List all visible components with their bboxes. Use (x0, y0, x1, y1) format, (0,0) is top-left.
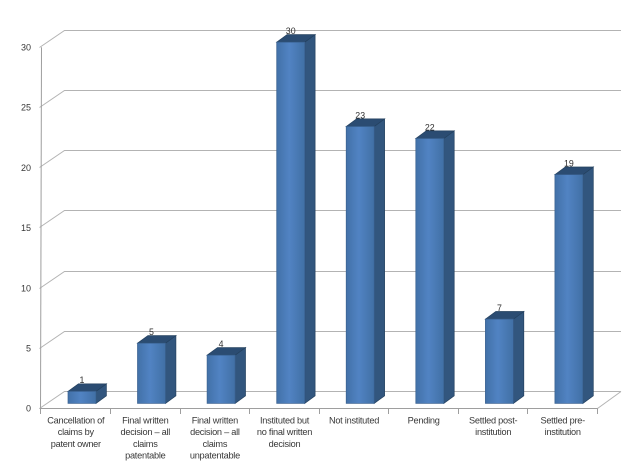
svg-text:Not instituted: Not instituted (329, 416, 379, 426)
svg-text:institution: institution (545, 427, 581, 437)
svg-text:patentable: patentable (125, 451, 166, 461)
svg-text:unpatentable: unpatentable (190, 451, 240, 461)
svg-text:Settled post-: Settled post- (469, 416, 518, 426)
svg-text:institution: institution (475, 427, 511, 437)
svg-text:Cancellation of: Cancellation of (47, 416, 105, 426)
svg-text:patent owner: patent owner (51, 439, 101, 449)
svg-text:Settled pre-: Settled pre- (540, 416, 585, 426)
svg-text:19: 19 (564, 158, 574, 168)
svg-text:decision – all: decision – all (190, 427, 240, 437)
svg-text:23: 23 (355, 110, 365, 120)
svg-text:0: 0 (26, 404, 31, 414)
svg-text:claims by: claims by (58, 427, 95, 437)
svg-text:no final written: no final written (257, 427, 312, 437)
svg-text:5: 5 (149, 327, 154, 337)
svg-text:Instituted but: Instituted but (260, 416, 310, 426)
svg-text:30: 30 (21, 43, 31, 53)
svg-text:Final written: Final written (122, 416, 168, 426)
svg-text:claims: claims (133, 439, 158, 449)
svg-text:decision – all: decision – all (120, 427, 170, 437)
svg-text:22: 22 (425, 122, 435, 132)
svg-text:Pending: Pending (408, 416, 440, 426)
svg-text:20: 20 (21, 163, 31, 173)
svg-text:15: 15 (21, 223, 31, 233)
svg-text:5: 5 (26, 344, 31, 354)
svg-text:Final written: Final written (192, 416, 238, 426)
svg-text:10: 10 (21, 283, 31, 293)
svg-text:25: 25 (21, 103, 31, 113)
svg-text:1: 1 (80, 375, 85, 385)
svg-text:30: 30 (286, 26, 296, 36)
svg-text:4: 4 (219, 339, 224, 349)
svg-text:claims: claims (203, 439, 228, 449)
svg-text:7: 7 (497, 303, 502, 313)
svg-text:decision: decision (269, 439, 301, 449)
